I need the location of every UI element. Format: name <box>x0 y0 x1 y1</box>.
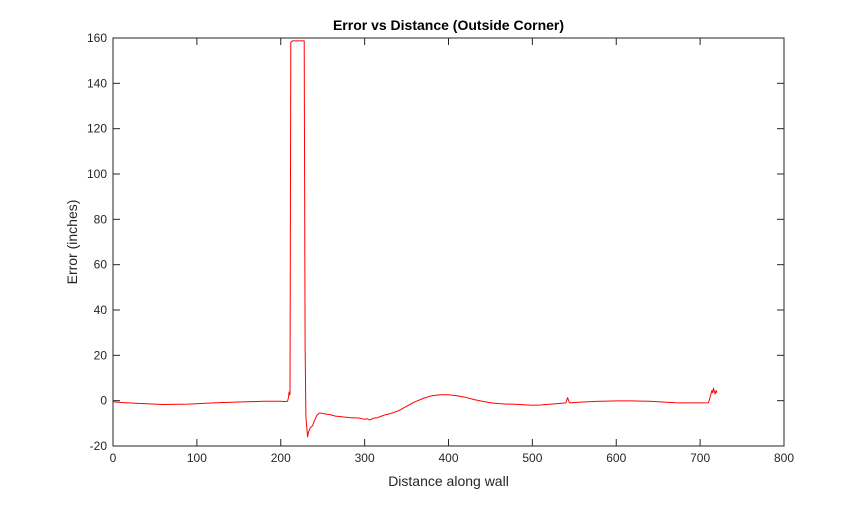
x-tick-label: 100 <box>187 451 207 465</box>
x-axis-label: Distance along wall <box>388 473 509 489</box>
y-tick-label: 0 <box>100 394 107 408</box>
y-tick-label: 20 <box>94 348 108 362</box>
x-tick-label: 400 <box>438 451 458 465</box>
x-tick-label: 700 <box>690 451 710 465</box>
error-series-line <box>112 40 718 438</box>
x-tick-label: 600 <box>606 451 626 465</box>
ticks-layer: 0 100 200 300 400 500 600 700 800-20020406080100… <box>87 31 794 465</box>
x-tick-label: 800 <box>774 451 794 465</box>
y-tick-label: 120 <box>87 122 107 136</box>
x-tick-label: 500 <box>522 451 542 465</box>
x-tick-label: 300 <box>355 451 375 465</box>
y-tick-label: 40 <box>94 303 108 317</box>
y-tick-label: 100 <box>87 167 107 181</box>
y-tick-label: 60 <box>94 258 108 272</box>
y-tick-label: 160 <box>87 31 107 45</box>
y-axis-label: Error (inches) <box>64 200 80 285</box>
x-tick-label: 0 <box>110 451 117 465</box>
y-tick-label: 140 <box>87 76 107 90</box>
chart-title: Error vs Distance (Outside Corner) <box>333 17 564 33</box>
y-tick-label: 80 <box>94 212 108 226</box>
plot-background <box>113 38 784 446</box>
axes-box <box>112 37 785 447</box>
series-layer <box>112 40 718 438</box>
y-tick-label: -20 <box>90 439 108 453</box>
x-tick-label: 200 <box>271 451 291 465</box>
